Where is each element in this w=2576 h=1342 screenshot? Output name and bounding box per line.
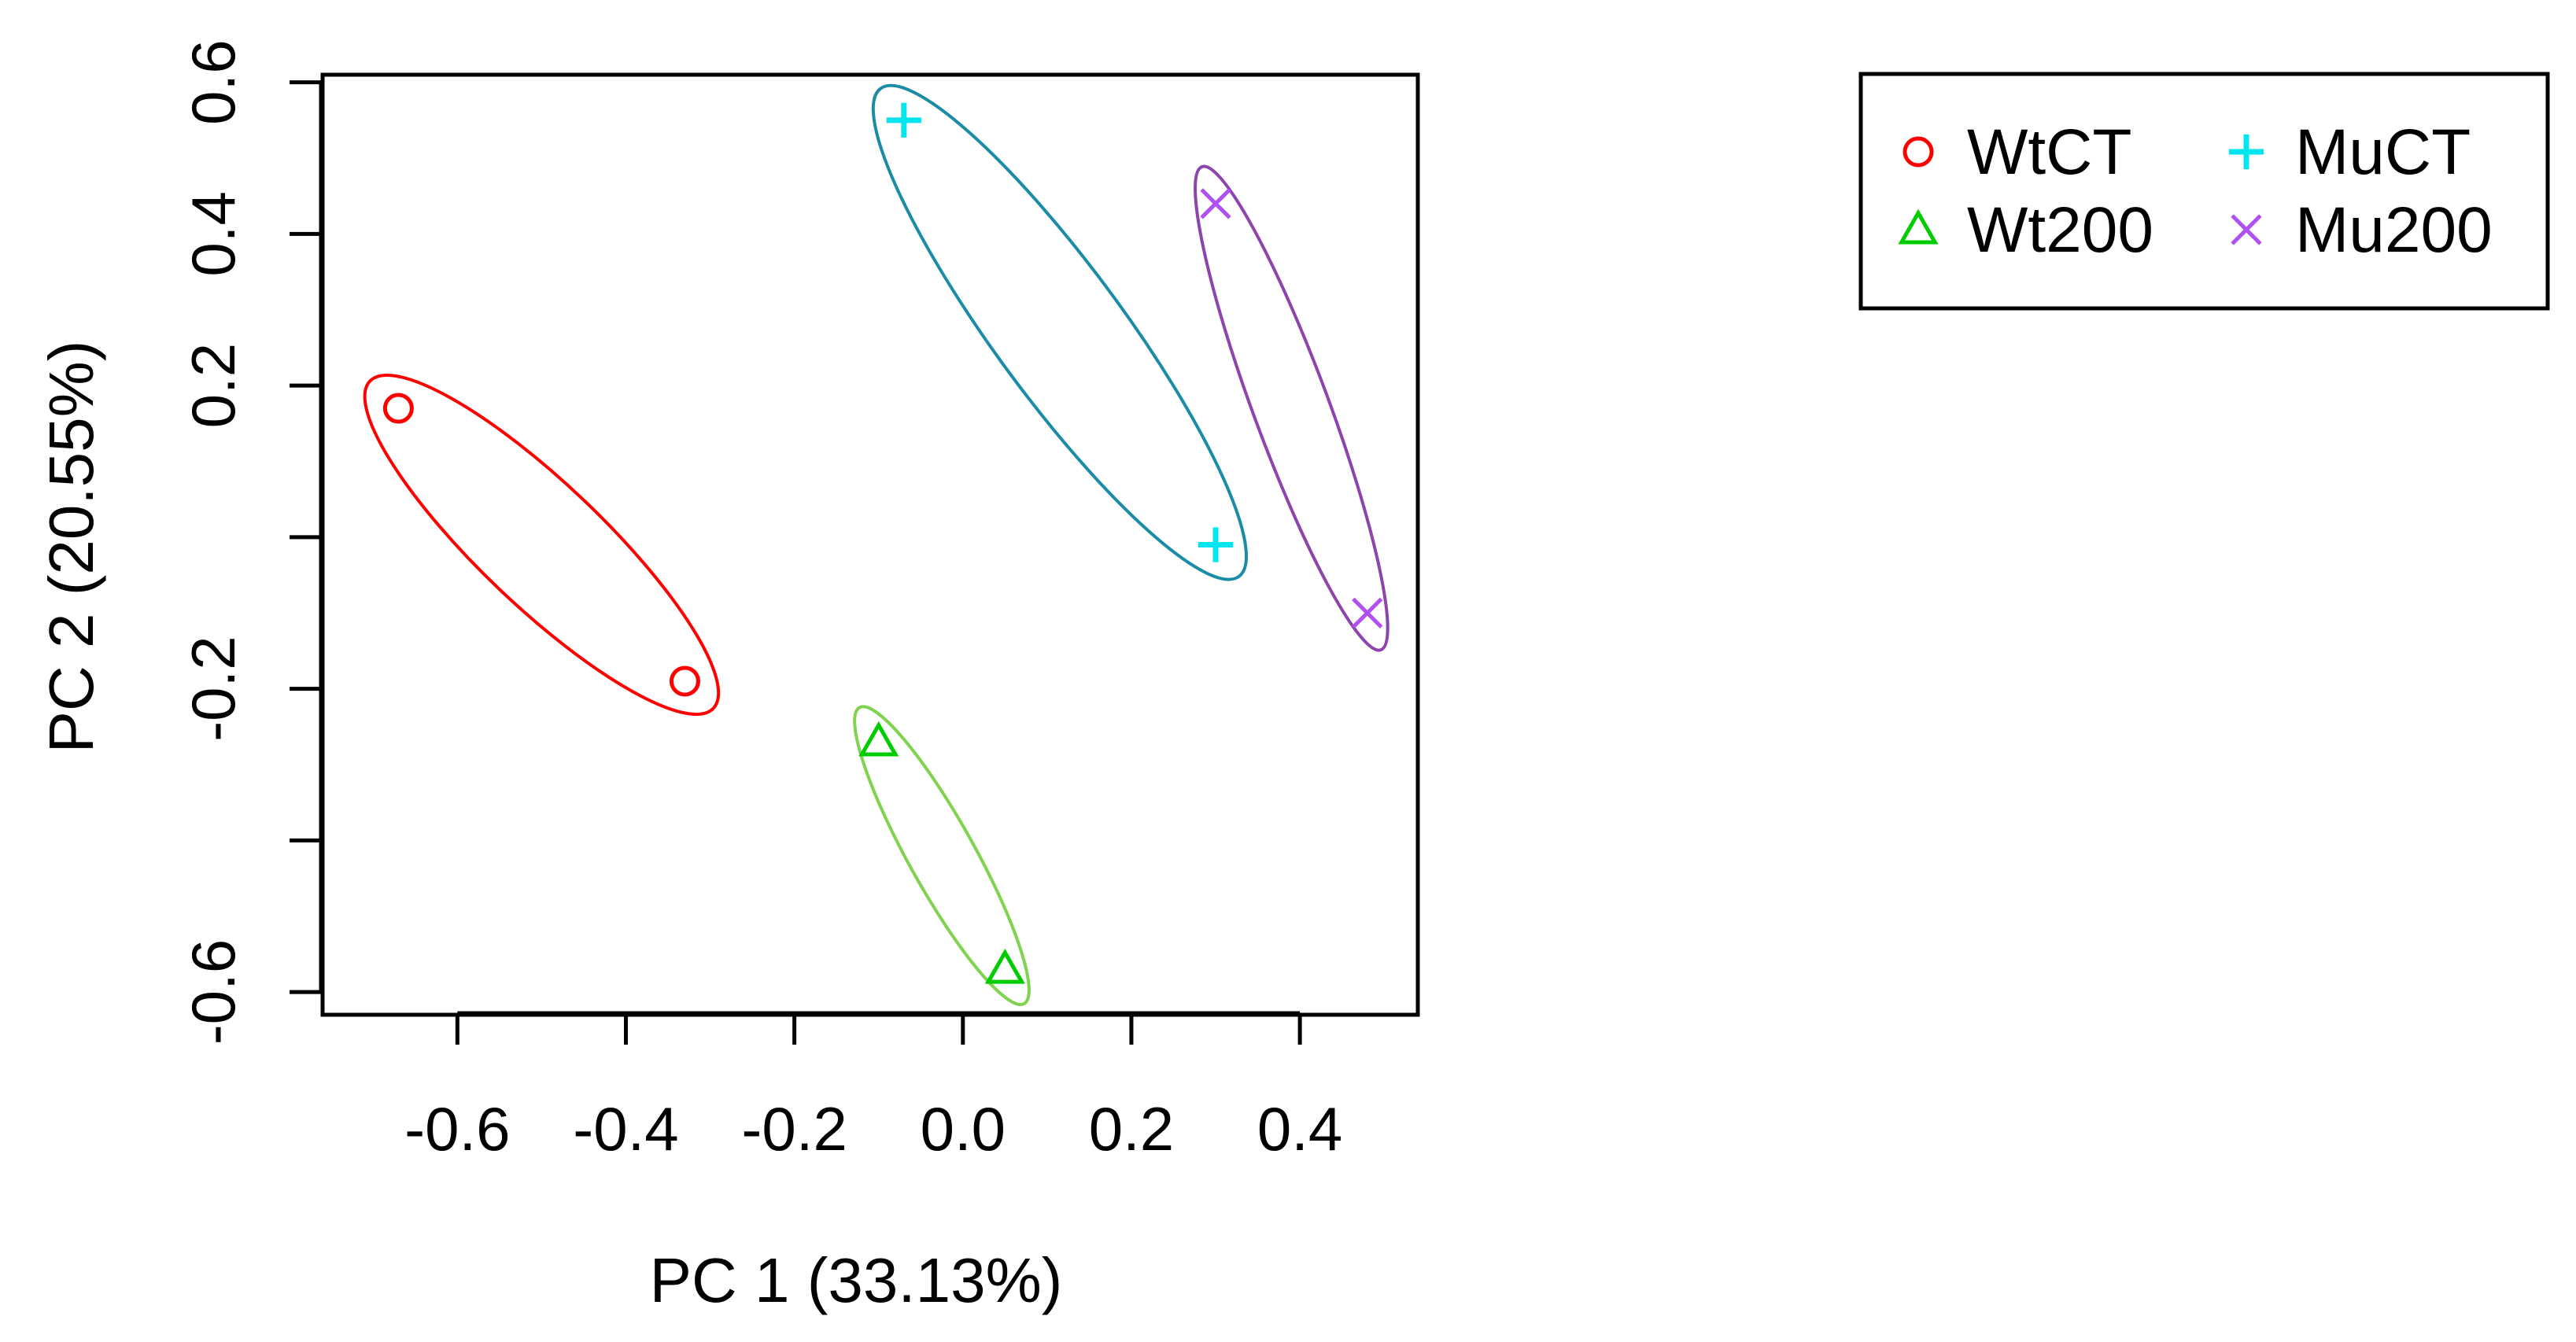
x-axis-title: PC 1 (33.13%) (650, 1245, 1063, 1315)
legend-label-muct: MuCT (2295, 116, 2471, 188)
x-axis-ticks: -0.6 -0.4 -0.2 0.0 0.2 0.4 (404, 1013, 1342, 1163)
y-tick-label: -0.6 (179, 939, 248, 1045)
group-ellipse (853, 705, 1031, 1006)
group-ellipse (1194, 164, 1389, 652)
legend-marker-wtct (1902, 136, 1934, 168)
y-tick-label: 0.6 (179, 39, 248, 124)
group-ellipse (871, 83, 1249, 581)
legend-marker-mu200 (2231, 214, 2262, 245)
data-point-muct (886, 102, 921, 138)
group-ellipse (363, 374, 721, 716)
x-tick-label: -0.2 (741, 1094, 847, 1163)
x-tick-label: -0.6 (404, 1094, 510, 1163)
data-points (382, 102, 1383, 984)
legend-box (1858, 72, 2550, 311)
data-point-muct (1198, 527, 1234, 562)
x-tick-label: 0.2 (1089, 1094, 1174, 1163)
plot-frame (320, 72, 1420, 1017)
legend-label-mu200: Mu200 (2295, 194, 2493, 266)
legend-marker-wt200 (1898, 208, 1939, 245)
legend-label-wtct: WtCT (1967, 116, 2131, 188)
x-tick-label: 0.0 (921, 1094, 1006, 1163)
data-point-wt200 (858, 721, 899, 757)
group-ellipses (363, 83, 1389, 1006)
legend-label-wt200: Wt200 (1967, 194, 2153, 266)
x-tick-label: 0.4 (1257, 1094, 1342, 1163)
y-axis-title: PC 2 (20.55%) (36, 341, 106, 754)
x-tick-label: -0.4 (573, 1094, 678, 1163)
y-tick-label: 0.2 (179, 343, 248, 428)
data-point-wtct (382, 393, 414, 424)
data-point-wt200 (984, 948, 1025, 984)
data-point-mu200 (1352, 597, 1383, 629)
data-point-mu200 (1200, 188, 1231, 219)
y-tick-label: 0.4 (179, 191, 248, 276)
legend-marker-muct (2228, 134, 2264, 170)
y-tick-label: -0.2 (179, 636, 248, 741)
data-point-wtct (669, 665, 700, 697)
y-axis-ticks: -0.6 -0.2 0.2 0.4 0.6 (179, 39, 321, 1045)
